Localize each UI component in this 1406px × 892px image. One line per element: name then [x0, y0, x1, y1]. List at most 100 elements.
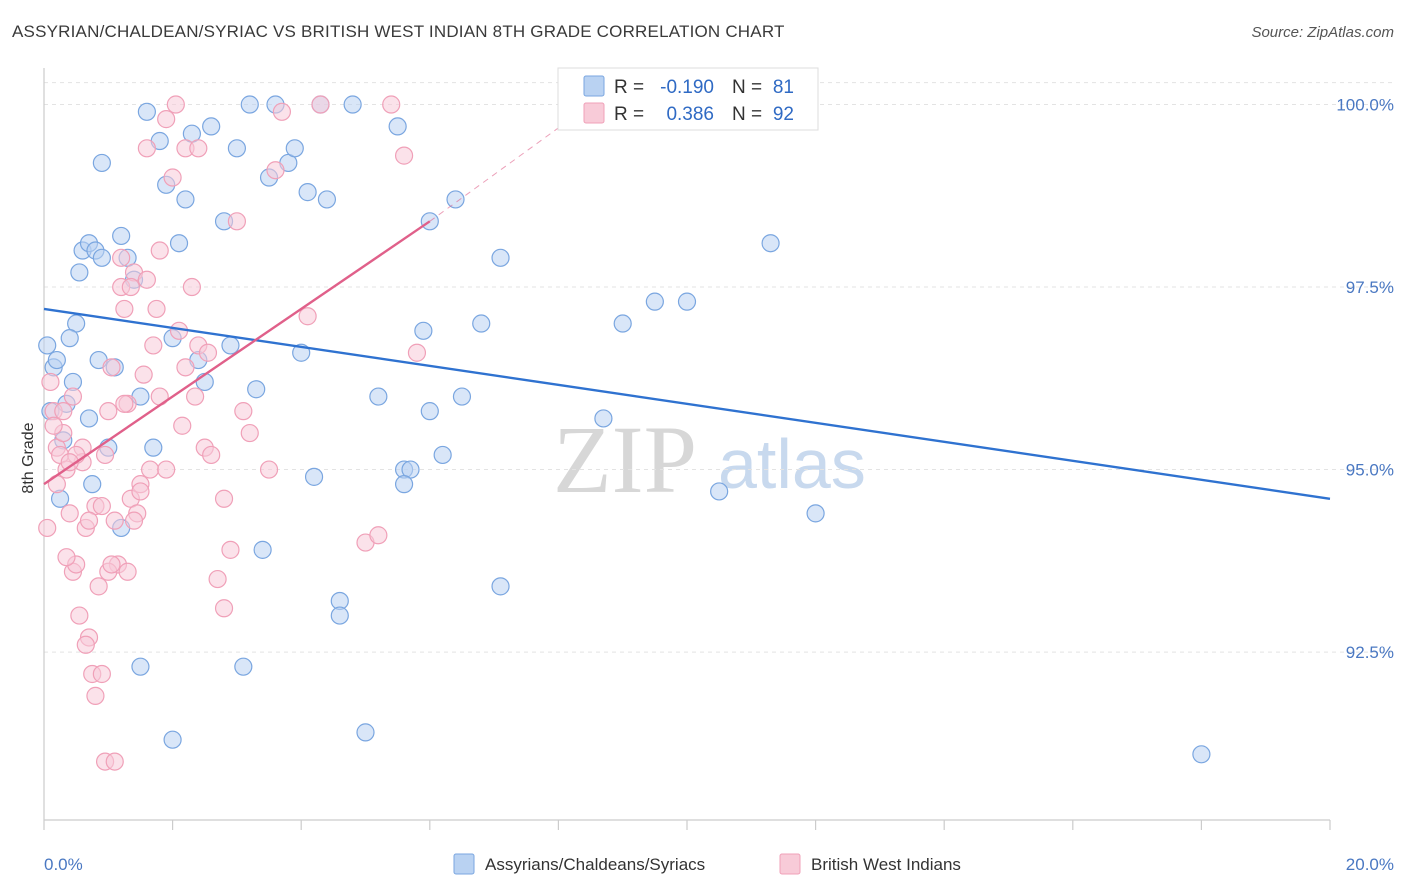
assyrians-point	[452, 387, 472, 406]
bwi-point	[92, 496, 111, 516]
chart-title: ASSYRIAN/CHALDEAN/SYRIAC VS BRITISH WEST…	[12, 22, 785, 41]
bwi-point	[54, 402, 73, 421]
bwi-point	[147, 299, 166, 319]
stats-r-value-0: -0.190	[660, 77, 714, 98]
bwi-point	[176, 358, 195, 377]
bwi-point	[272, 102, 292, 121]
bwi-point	[86, 686, 105, 705]
stats-legend: R = -0.190 N = 81 R = 0.386 N = 92	[557, 67, 819, 131]
assyrians-point	[369, 387, 388, 406]
bwi-point	[202, 445, 221, 465]
assyrians-point	[144, 438, 163, 457]
bwi-point	[105, 752, 124, 771]
assyrians-point	[420, 402, 439, 421]
assyrians-point	[202, 117, 221, 136]
assyrians-point	[594, 409, 613, 428]
assyrians-point	[221, 336, 240, 355]
bwi-point	[134, 365, 153, 384]
gridlines	[44, 82, 1394, 653]
bwi-point	[41, 372, 60, 392]
legend-label-bwi: British West Indians	[811, 855, 961, 874]
bwi-point	[89, 577, 108, 596]
watermark-atlas: atlas	[718, 425, 866, 503]
assyrians-point	[47, 350, 66, 370]
bwi-point	[173, 416, 192, 435]
bwi-point	[137, 270, 156, 289]
assyrians-point	[285, 139, 304, 158]
stats-legend-swatch-bwi	[583, 102, 605, 124]
assyrians-point	[388, 117, 407, 136]
bwi-point	[144, 336, 163, 355]
bwi-point	[112, 248, 131, 267]
stats-n-label-1: N =	[732, 104, 762, 125]
assyrians-point	[240, 95, 259, 114]
bwi-point	[140, 460, 160, 479]
bwi-point	[92, 664, 111, 684]
assyrians-point	[79, 409, 99, 428]
assyrians-point	[92, 248, 111, 267]
stats-n-value-0: 81	[773, 77, 794, 98]
assyrians-point	[131, 657, 150, 676]
bwi-point	[95, 445, 115, 465]
bwi-point	[208, 569, 227, 589]
stats-legend-swatch-assyrians	[583, 75, 605, 97]
assyrians-point	[710, 482, 729, 501]
bwi-point	[163, 168, 182, 187]
bwi-point	[150, 241, 169, 260]
assyrians-point	[356, 723, 375, 742]
bwi-point	[70, 606, 89, 625]
assyrians-point	[176, 190, 195, 209]
chart-source: Source: ZipAtlas.com	[1251, 24, 1394, 41]
assyrians-point	[60, 329, 79, 348]
stats-r-value-1: 0.386	[666, 104, 714, 125]
assyrians-point	[317, 190, 337, 209]
legend-swatch-assyrians	[453, 853, 475, 875]
bwi-point	[198, 343, 218, 362]
assyrians-point	[163, 730, 182, 749]
assyrians-point	[677, 292, 697, 311]
assyrians-point	[330, 606, 349, 625]
stats-n-label-0: N =	[732, 77, 762, 98]
bwi-point	[259, 460, 279, 479]
x-tick-label-max: 20.0%	[1346, 855, 1394, 874]
bwi-point	[99, 402, 118, 421]
bwi-point	[382, 95, 401, 114]
x-ticks	[43, 820, 1331, 830]
assyrians-point	[491, 248, 510, 267]
bwi-trend-line	[43, 220, 431, 486]
x-tick-label-min: 0.0%	[44, 855, 83, 874]
bwi-point	[137, 139, 156, 158]
bwi-point	[102, 555, 121, 574]
assyrians-point	[70, 263, 89, 282]
assyrians-point	[92, 153, 111, 173]
assyrians-point	[112, 226, 131, 246]
assyrians-point	[253, 540, 272, 559]
bwi-point	[311, 95, 330, 114]
bwi-point	[369, 526, 388, 545]
assyrians-point	[83, 475, 102, 494]
bwi-point	[189, 139, 208, 158]
legend-swatch-bwi	[779, 853, 801, 875]
bwi-point	[38, 518, 57, 538]
assyrians-point	[304, 467, 324, 486]
bwi-point	[157, 110, 176, 129]
y-tick-label: 95.0%	[1346, 461, 1394, 480]
bwi-point	[214, 599, 234, 618]
bwi-point	[115, 299, 134, 319]
y-axis-title: 8th Grade	[20, 422, 37, 493]
bwi-point	[227, 212, 246, 231]
series-legend: Assyrians/Chaldeans/Syriacs British West…	[453, 853, 961, 875]
assyrians-point	[414, 321, 433, 340]
stats-r-label-1: R =	[614, 104, 644, 125]
bwi-point	[131, 482, 150, 501]
y-tick-labels: 92.5% 95.0% 97.5% 100.0%	[1336, 96, 1394, 663]
assyrians-point	[169, 234, 189, 253]
bwi-point	[166, 95, 185, 114]
assyrians-point	[433, 445, 452, 465]
bwi-point	[234, 402, 253, 421]
assyrians-point	[446, 190, 465, 209]
bwi-point	[60, 504, 79, 523]
assyrians-point	[806, 504, 825, 523]
assyrians-point	[491, 577, 510, 596]
